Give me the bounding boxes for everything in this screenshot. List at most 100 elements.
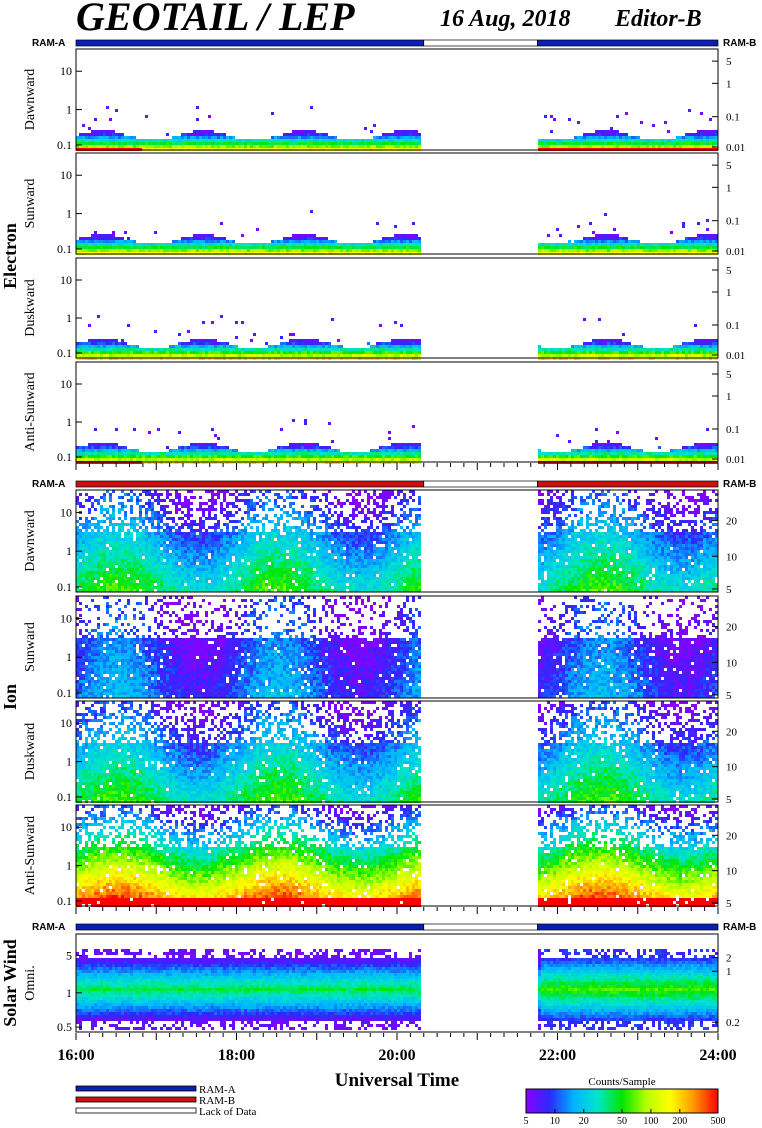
- left-tick-label: 0.1: [57, 346, 72, 360]
- left-tick-label: 1: [66, 311, 72, 325]
- left-tick-label: 0.1: [57, 894, 72, 908]
- legend-label: RAM-B: [199, 1095, 235, 1107]
- panel-frame: [75, 804, 719, 907]
- x-tick-label: 16:00: [57, 1047, 94, 1064]
- left-tick-label: 10: [60, 64, 72, 78]
- right-tick-label: 1: [726, 78, 732, 90]
- group-label: Ion: [0, 684, 20, 710]
- left-tick-label: 0.1: [57, 450, 72, 464]
- panel-frame: [75, 48, 719, 151]
- ram-bar-segment: [537, 39, 719, 47]
- panel-sunward: Sunward 10 1 0.1 5 1 0.1 0.01: [23, 152, 745, 258]
- right-tick-label: 10: [726, 657, 738, 669]
- colorbar-tick-label: 50: [617, 1116, 627, 1127]
- spectrogram-cells: [76, 419, 718, 464]
- spectrogram-cells: [76, 490, 718, 592]
- left-tick-label: 5: [66, 949, 72, 963]
- ram-bar-segment: [423, 39, 538, 47]
- group-ion: RAM-A RAM-B Ion Dawnward 10 1 0.1 20 10 5 Sunward 1…: [0, 479, 756, 914]
- panel-anti-sunward: Anti-Sunward 10 1 0.1 5 1 0.1 0.01: [23, 361, 745, 466]
- panel-anti-sunward: Anti-Sunward 10 1 0.1 20 10 5: [23, 804, 738, 910]
- right-tick-label: 5: [726, 584, 732, 596]
- right-tick-label: 5: [726, 794, 732, 806]
- left-tick-label: 0.1: [57, 790, 72, 804]
- right-tick-label: 20: [726, 516, 738, 528]
- panel-frame: [75, 700, 719, 803]
- figure-editor: Editor-B: [614, 6, 702, 32]
- panel-label: Duskward: [23, 723, 38, 781]
- ram-bar-segment: [423, 480, 538, 488]
- panel-frame: [75, 933, 719, 1033]
- spectrogram-groups: RAM-A RAM-B Electron Dawnward 10 1 0.1 5 1 0.1 0.0…: [0, 38, 756, 1040]
- left-tick-label: 0.1: [57, 138, 72, 152]
- left-tick-label: 1: [66, 650, 72, 664]
- left-tick-label: 0.1: [57, 580, 72, 594]
- colorbar-tick-label: 20: [579, 1116, 589, 1127]
- left-tick-label: 1: [66, 859, 72, 873]
- ram-label-right: RAM-B: [723, 479, 756, 490]
- right-tick-label: 1: [726, 182, 732, 194]
- ram-bar-segment: [75, 923, 425, 931]
- panel-label: Sunward: [23, 179, 38, 229]
- ram-label-left: RAM-A: [32, 479, 65, 490]
- ram-bar-segment: [537, 923, 719, 931]
- left-tick-label: 1: [66, 544, 72, 558]
- left-tick-label: 1: [66, 415, 72, 429]
- left-tick-label: 10: [60, 273, 72, 287]
- right-tick-label: 5: [726, 160, 732, 172]
- colorbar-tick-label: 100: [643, 1116, 658, 1127]
- right-tick-label: 5: [726, 898, 732, 910]
- right-tick-label: 10: [726, 762, 738, 774]
- left-tick-label: 10: [60, 377, 72, 391]
- legend-label: RAM-A: [199, 1084, 236, 1096]
- colorbar-tick-label: 5: [524, 1116, 529, 1127]
- right-tick-label: 5: [726, 56, 732, 68]
- right-tick-label: 1: [726, 391, 732, 403]
- panel-label: Omni.: [23, 965, 38, 1000]
- panel-label: Duskward: [23, 279, 38, 337]
- spectrogram-cells: [76, 949, 718, 1030]
- panel-frame: [75, 361, 719, 463]
- colorbar-tick-label: 500: [711, 1116, 726, 1127]
- ram-label-left: RAM-A: [32, 38, 65, 49]
- right-tick-label: 1: [726, 287, 732, 299]
- x-tick-label: 18:00: [218, 1047, 255, 1064]
- spectrogram-cells: [76, 596, 718, 698]
- right-tick-label: 0.1: [726, 320, 740, 332]
- spectrogram-cells: [76, 701, 718, 803]
- right-tick-label: 10: [726, 866, 738, 878]
- ram-label-left: RAM-A: [32, 922, 65, 933]
- panel-frame: [75, 595, 719, 699]
- left-tick-label: 1: [66, 207, 72, 221]
- right-tick-label: 0.01: [726, 142, 745, 154]
- right-tick-label: 0.01: [726, 246, 745, 258]
- right-tick-label: 0.01: [726, 454, 745, 466]
- x-tick-label: 20:00: [378, 1047, 415, 1064]
- x-tick-label: 22:00: [539, 1047, 576, 1064]
- right-tick-label: 2: [726, 953, 732, 965]
- panel-label: Anti-Sunward: [23, 816, 38, 895]
- legend-swatch: [75, 1096, 197, 1103]
- left-tick-label: 10: [60, 820, 72, 834]
- panel-label: Dawnward: [23, 69, 38, 130]
- panel-dawnward: Dawnward 10 1 0.1 5 1 0.1 0.01: [23, 48, 745, 154]
- left-tick-label: 1: [66, 755, 72, 769]
- right-tick-label: 5: [726, 369, 732, 381]
- panel-frame: [75, 489, 719, 593]
- x-axis-label: Universal Time: [335, 1070, 459, 1091]
- group-label: Electron: [0, 223, 20, 289]
- ram-label-right: RAM-B: [723, 922, 756, 933]
- right-tick-label: 20: [726, 726, 738, 738]
- colorbar-tick-label: 200: [672, 1116, 687, 1127]
- right-tick-label: 10: [726, 551, 738, 563]
- group-electron: RAM-A RAM-B Electron Dawnward 10 1 0.1 5 1 0.1 0.0…: [0, 38, 756, 470]
- left-tick-label: 10: [60, 716, 72, 730]
- left-tick-label: 1: [66, 103, 72, 117]
- legend-swatch: [75, 1107, 197, 1114]
- right-tick-label: 0.1: [726, 112, 740, 124]
- panel-duskward: Duskward 10 1 0.1 20 10 5: [23, 700, 738, 806]
- legend-swatch: [75, 1085, 197, 1092]
